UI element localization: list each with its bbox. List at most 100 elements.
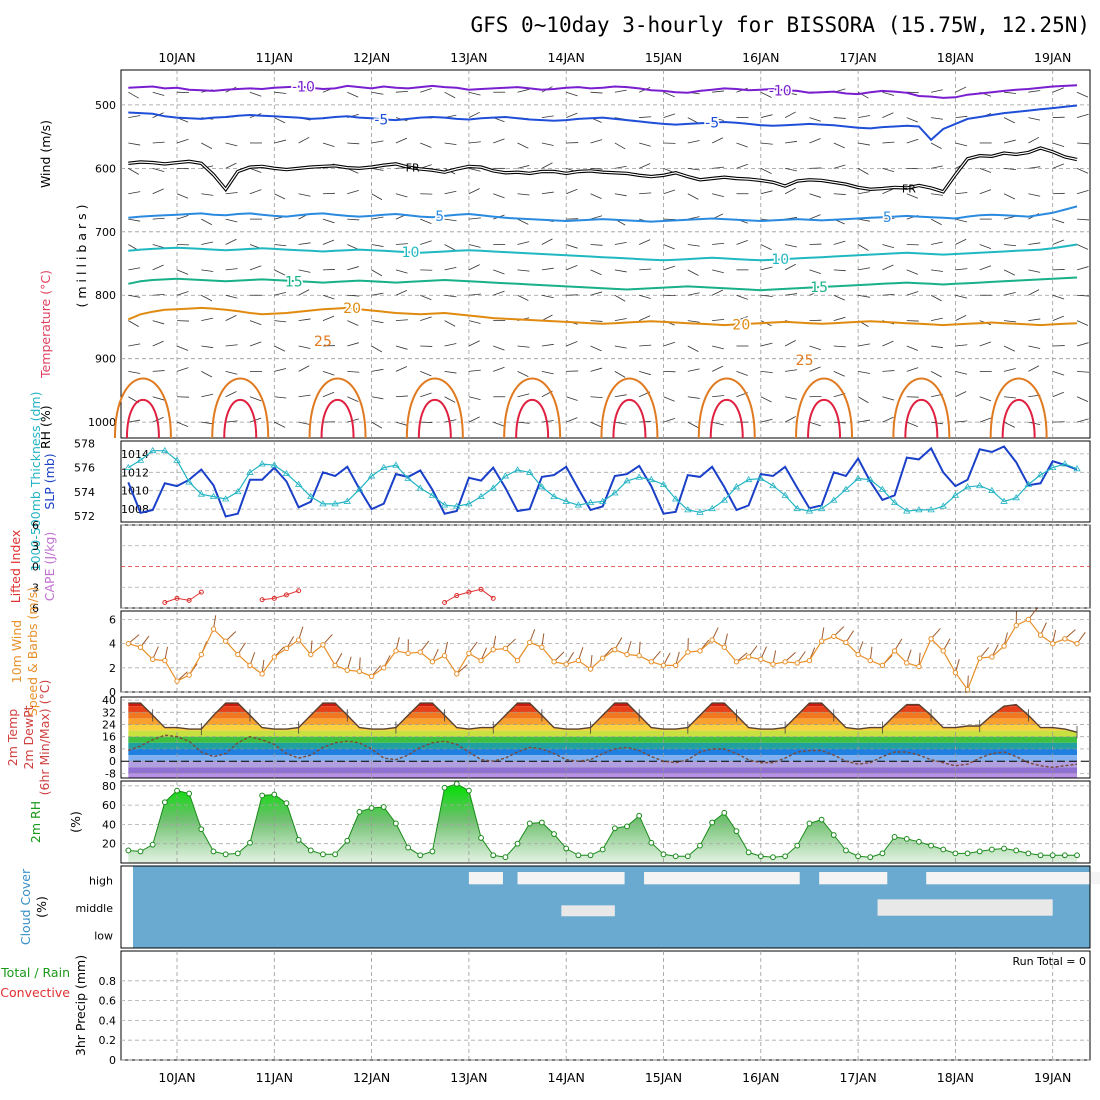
wind-barb [858,191,870,195]
precip-label-convective: Convective [0,985,70,1000]
wind-barb [1028,345,1041,349]
thickness-point [623,477,631,484]
wind-barb [371,244,384,247]
wind-barb [955,391,967,398]
wind-barb [712,345,724,350]
precip-tick: 0 [109,1054,116,1067]
wind-barb [906,345,919,351]
precip-tick: 0.4 [99,1014,117,1027]
wind-barb [663,418,676,423]
wind-barb [395,345,408,350]
wind-barb [784,111,796,118]
wind-barb [785,369,798,372]
wind-speed-point [137,644,144,650]
wind-speed-point [685,649,691,655]
wind-barb [347,91,359,98]
thickness-point [976,481,984,489]
thickness-point [136,456,145,463]
wind-barb [882,244,895,249]
wind-barb [833,294,845,301]
wind-barb [833,193,846,195]
wind-barb [395,269,408,274]
pressure-tick-900: 900 [95,353,116,366]
wind-barb [614,371,626,378]
wind-speed-point [916,663,922,670]
wind-barb [979,265,992,271]
wind-tick-6: 6 [109,613,116,626]
wind-barb [128,218,141,222]
wind-barb [347,396,359,403]
wind-barb [590,396,603,398]
wind-barb [930,317,943,322]
thickness-point [416,484,424,491]
rh-point [794,842,801,849]
wind-speed-point [587,666,594,672]
wind-barb [541,370,554,375]
rh-point [186,790,193,797]
wind-barb [298,421,311,426]
wind-barb [128,343,141,347]
rh-point [222,851,229,858]
wind-barb [517,88,530,93]
wind-barb [395,90,408,93]
temperature-line [128,702,1078,733]
wind-barb [1028,117,1041,121]
thickness-point [793,504,801,512]
isotherm-30-cell [807,398,842,439]
cloud-clear-high [926,872,1100,885]
isotherm-25-cell [600,377,659,439]
wind-barb [298,269,311,273]
thickness-point [586,498,595,506]
wind-speed-point [235,651,241,658]
wind-barb [566,341,578,347]
rh-point [538,819,545,826]
thickness-point [562,497,570,504]
run-total-text: Run Total = 0 [1013,955,1087,968]
isotherm-25-cell [405,377,464,439]
rh-point [940,846,947,853]
wind-barb [857,167,869,175]
wind-barb [444,343,457,347]
wind-speed-point [1013,622,1019,629]
date-label-bottom-19jan: 19JAN [1034,1070,1071,1085]
wind-speed-point [210,626,217,632]
wind-barb [736,294,748,300]
wind-barb [444,91,456,99]
thickness-point [1012,494,1020,501]
wind-barb [274,91,287,94]
lifted-index-point [466,589,472,595]
wind-barb [687,167,700,171]
wind-barb [1003,139,1016,144]
wind-barb [663,91,675,98]
date-label-top-10jan: 10JAN [158,50,195,65]
isotherm-25-cell [989,377,1048,439]
thickness-point [270,461,279,468]
wind-speed-point [745,654,752,660]
isotherm-30-cell [515,398,550,439]
wind-barb [541,343,554,347]
wind-barb [566,112,578,118]
isotherm-label: -5 [374,112,388,128]
rh-point [636,812,643,819]
rh-point [891,834,898,840]
wind-barb [590,91,603,94]
wind-barb [809,345,821,351]
wind-barb [590,269,602,276]
isotherm-30-cell [125,398,160,439]
wind-barb [590,421,602,428]
date-label-top-18jan: 18JAN [937,50,974,65]
rh-point [247,839,253,846]
temp-tick-8: 8 [109,743,116,756]
rh-point [563,845,570,852]
rh-point [782,853,789,860]
wind-barb [1028,90,1041,93]
rh-point [259,792,266,799]
rh-point [1013,847,1020,854]
wind-barb [955,86,967,93]
thickness-point [915,506,923,513]
wind-barb [201,294,213,302]
thickness-point [489,484,497,491]
wind-barb [274,117,286,124]
isotherm-minus5 [128,104,1078,142]
wind-barb [371,396,384,400]
